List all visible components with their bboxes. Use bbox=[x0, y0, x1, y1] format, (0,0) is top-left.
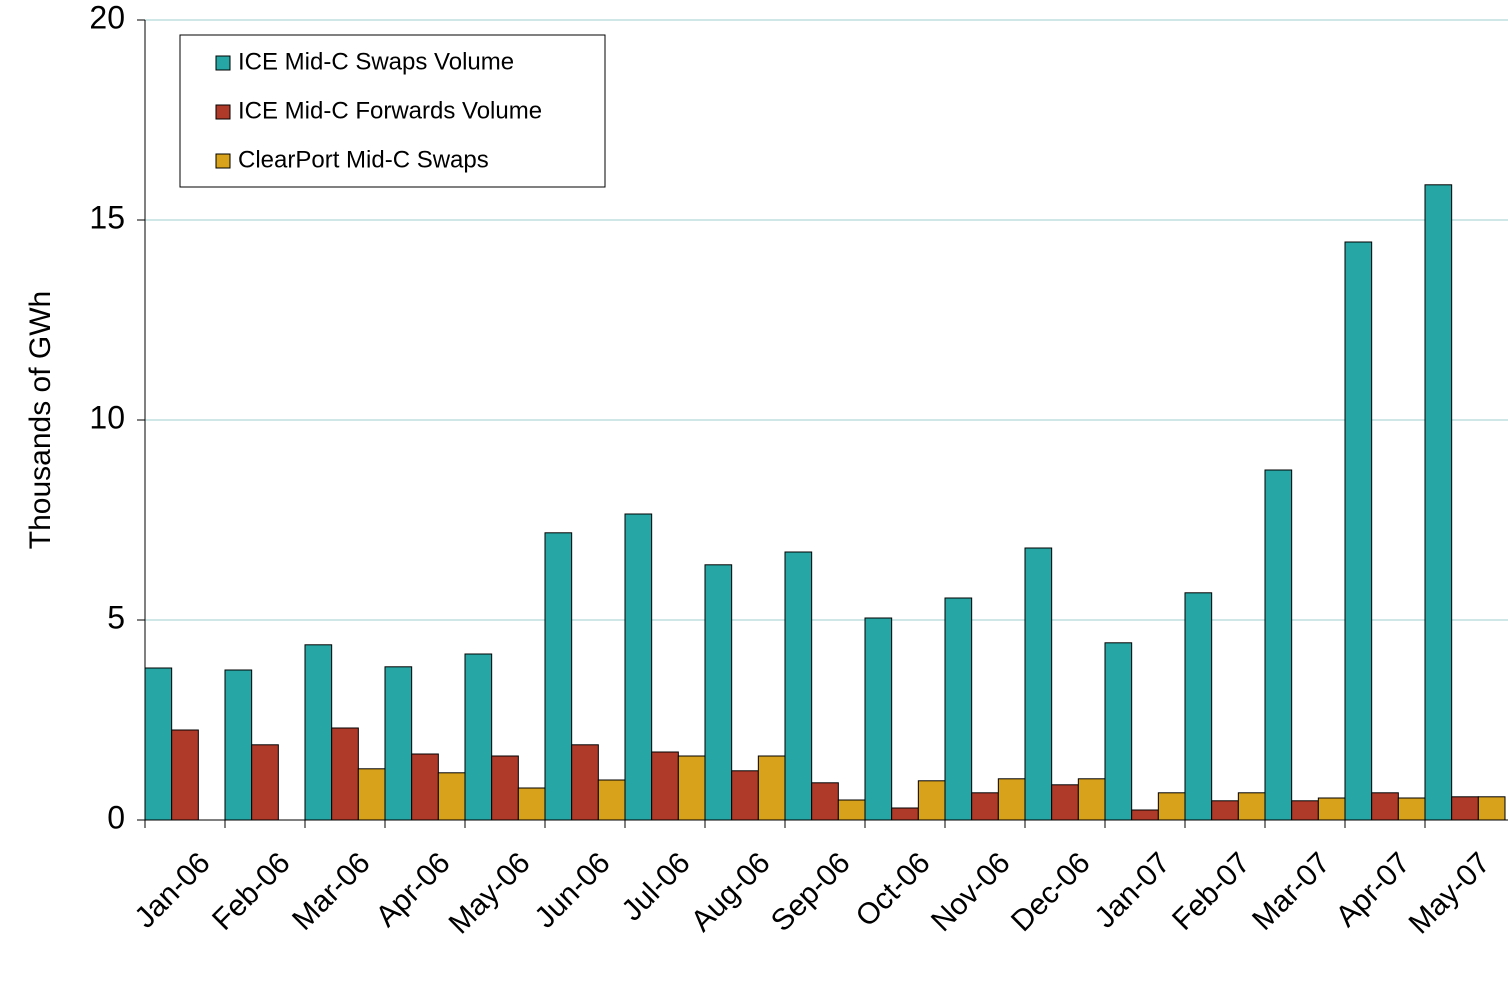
bar bbox=[811, 782, 839, 821]
bar bbox=[517, 787, 546, 821]
legend-label: ICE Mid-C Swaps Volume bbox=[238, 48, 514, 75]
bar bbox=[171, 729, 199, 821]
bar bbox=[597, 779, 626, 821]
x-tick-label: Aug-06 bbox=[685, 846, 777, 938]
bar bbox=[704, 564, 733, 821]
bar bbox=[1211, 800, 1239, 821]
bar bbox=[544, 532, 573, 821]
bar bbox=[1344, 241, 1373, 821]
legend-swatch bbox=[215, 104, 231, 120]
bar bbox=[224, 669, 253, 821]
legend-box bbox=[179, 34, 606, 188]
bar bbox=[357, 768, 386, 821]
x-tick-label: Sep-06 bbox=[765, 846, 857, 938]
bar bbox=[1291, 800, 1319, 821]
bar bbox=[1397, 797, 1426, 821]
bar bbox=[1157, 792, 1186, 821]
bar bbox=[917, 780, 946, 821]
y-tick-label: 5 bbox=[107, 599, 125, 635]
x-tick-label: May-06 bbox=[443, 846, 537, 940]
bar bbox=[1477, 796, 1506, 821]
bar bbox=[624, 513, 653, 821]
bar bbox=[784, 551, 813, 821]
bar bbox=[1451, 796, 1479, 821]
bar bbox=[251, 744, 279, 821]
bar bbox=[1104, 642, 1133, 821]
x-tick-label: Nov-06 bbox=[925, 846, 1017, 938]
x-tick-label: May-07 bbox=[1403, 846, 1497, 940]
x-tick-label: Jan-06 bbox=[128, 846, 216, 934]
bar bbox=[1264, 469, 1293, 821]
x-tick-label: Apr-07 bbox=[1330, 846, 1417, 933]
y-tick-label: 0 bbox=[107, 799, 125, 835]
bar bbox=[491, 755, 519, 821]
bar bbox=[1024, 547, 1053, 821]
bar bbox=[1371, 792, 1399, 821]
bar bbox=[1077, 778, 1106, 821]
bar bbox=[971, 792, 999, 821]
bar bbox=[757, 755, 786, 821]
bar bbox=[1131, 809, 1159, 821]
bar bbox=[891, 807, 919, 821]
bar bbox=[864, 617, 893, 821]
x-tick-label: Mar-07 bbox=[1246, 846, 1337, 937]
bar bbox=[731, 770, 759, 821]
bar bbox=[437, 772, 466, 821]
bar bbox=[571, 744, 599, 821]
bar bbox=[1317, 797, 1346, 821]
bar bbox=[997, 778, 1026, 821]
bar bbox=[677, 755, 706, 821]
x-tick-label: Apr-06 bbox=[370, 846, 457, 933]
y-tick-label: 20 bbox=[89, 0, 125, 35]
legend-label: ICE Mid-C Forwards Volume bbox=[238, 97, 542, 124]
x-tick-label: Oct-06 bbox=[850, 846, 937, 933]
y-tick-label: 10 bbox=[89, 399, 125, 435]
bar bbox=[1051, 784, 1079, 821]
bar bbox=[837, 799, 866, 821]
x-tick-label: Dec-06 bbox=[1005, 846, 1097, 938]
x-tick-label: Feb-07 bbox=[1166, 846, 1257, 937]
bar bbox=[384, 666, 413, 821]
x-tick-label: Jun-06 bbox=[528, 846, 616, 934]
bar bbox=[464, 653, 493, 821]
x-tick-label: Jan-07 bbox=[1088, 846, 1176, 934]
bar bbox=[331, 727, 359, 821]
bar bbox=[1237, 792, 1266, 821]
bar bbox=[1184, 592, 1213, 821]
bar bbox=[304, 644, 333, 821]
bar bbox=[651, 751, 679, 821]
bar bbox=[1424, 184, 1453, 821]
x-tick-label: Mar-06 bbox=[286, 846, 377, 937]
y-axis-title: Thousands of GWh bbox=[24, 291, 57, 549]
bar bbox=[944, 597, 973, 821]
y-tick-label: 15 bbox=[89, 199, 125, 235]
bar bbox=[411, 753, 439, 821]
legend-label: ClearPort Mid-C Swaps bbox=[238, 146, 489, 173]
bar bbox=[144, 667, 173, 821]
legend-swatch bbox=[215, 55, 231, 71]
legend-swatch bbox=[215, 153, 231, 169]
x-tick-label: Feb-06 bbox=[206, 846, 297, 937]
